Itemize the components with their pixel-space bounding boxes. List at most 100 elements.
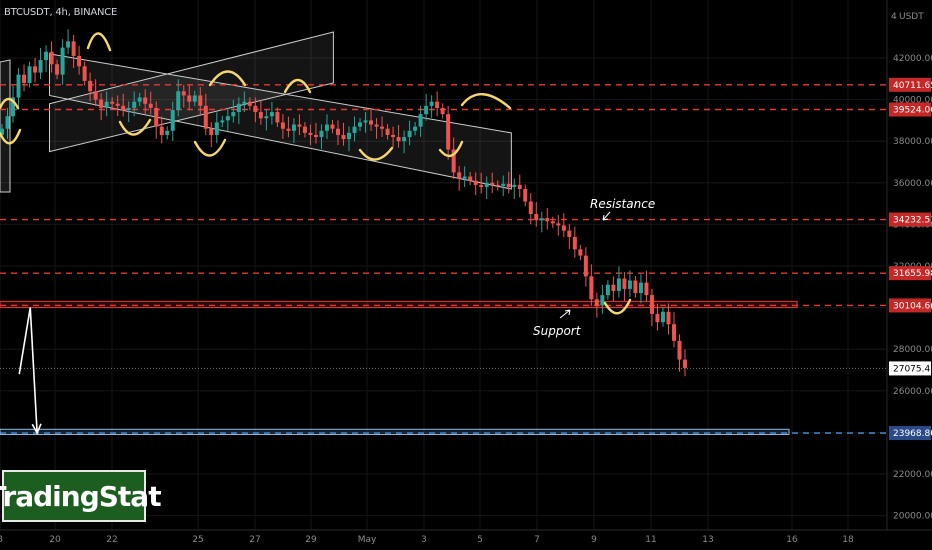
y-tick-label: 36000.00 [893,179,932,189]
candle-body [484,182,489,187]
drawing-annotations [0,32,632,435]
candle-body [0,128,4,135]
candle-body [247,101,252,106]
x-tick-label: 16 [786,535,798,545]
candle-body [231,112,236,117]
x-tick-label: 9 [591,535,597,545]
candle-body [424,105,429,115]
swing-marker [208,70,247,87]
price-axis[interactable]: 20000.0022000.0024000.0026000.0028000.00… [886,0,932,550]
candle-body [126,107,131,110]
candle-body [352,126,357,133]
y-tick-label: 42000.00 [893,54,932,64]
candle-body [308,132,313,135]
candle-body [457,172,462,179]
candle-body [468,176,473,181]
candle-body [374,124,379,127]
level-price-text: 31655.98 [893,269,932,279]
candle-body [5,116,10,129]
candle-body [66,41,71,48]
candle-body [671,324,676,341]
x-tick-label: May [358,535,377,545]
candle-body [264,116,269,119]
candle-body [407,130,412,138]
candle-body [236,103,241,113]
y-tick-label: 26000.00 [893,387,932,397]
swing-marker [193,138,227,157]
candle-body [60,47,65,75]
candle-body [418,114,423,127]
candle-body [176,91,181,110]
resistance-pointer [602,211,611,221]
resistance-label: Resistance [590,197,655,211]
candle-body [27,66,32,83]
candle-body [600,295,605,306]
candle-body [291,124,296,131]
candle-body [578,249,583,256]
candle-body [677,340,682,360]
candle-body [539,218,544,221]
level-price-text: 34232.51 [893,216,932,226]
candle-body [82,66,87,81]
candle-body [451,149,456,173]
horizontal-levels[interactable] [0,84,886,434]
swing-marker [438,140,464,158]
candle-body [110,101,115,104]
candle-body [121,105,126,110]
candle-body [649,295,654,314]
candle-body [11,97,16,117]
candle-body [99,99,104,108]
y-tick-label: 20000.00 [893,512,932,522]
level-price-text: 30104.66 [893,301,932,311]
x-tick-label: 22 [106,535,117,545]
candle-body [534,214,539,221]
candle-body [88,80,93,92]
x-tick-label: 5 [477,535,483,545]
candle-body [220,120,225,123]
candle-body [402,137,407,142]
candle-body [319,130,324,138]
candle-body [16,74,21,98]
candle-body [286,128,291,131]
candle-body [517,184,522,190]
y-tick-label: 40000.00 [893,96,932,106]
time-axis-background [0,530,932,550]
current-price-tag [889,361,931,376]
candle-body [44,51,49,61]
time-axis[interactable]: 8 20 22 25 27 29 May 3 5 7 9 11 13 16 18 [0,529,932,550]
projection-path [18,307,38,434]
support-label: Support [533,324,582,338]
x-tick-label: 11 [645,535,656,545]
candle-body [462,176,467,179]
candle-body [666,311,671,325]
x-tick-label: 3 [421,535,427,545]
level-price-tag [889,212,931,227]
swing-marker [283,78,312,94]
candle-body [501,183,506,186]
candle-body [589,276,594,300]
candle-body [269,112,274,117]
candle-body [297,124,302,127]
candle-body [181,91,186,96]
symbol-header[interactable]: BTCUSDT, 4h, BINANCE [4,7,118,18]
swing-marker [86,32,112,52]
candle-body [627,280,632,289]
swing-marker [0,97,20,110]
candle-body [479,184,484,187]
candle-body [143,97,148,104]
candle-body [644,282,649,296]
candle-body [22,74,27,83]
candle-body [137,97,142,102]
candle-body [165,130,170,135]
candle-body [335,128,340,135]
candle-body [170,110,175,131]
candle-body [209,128,214,135]
scale-marker: 4 [891,12,897,22]
candle-body [324,124,329,131]
candle-body [214,122,219,135]
candle-body [622,278,627,289]
candle-body [506,183,511,187]
lower-channel [49,53,512,190]
candle-body [512,184,517,187]
